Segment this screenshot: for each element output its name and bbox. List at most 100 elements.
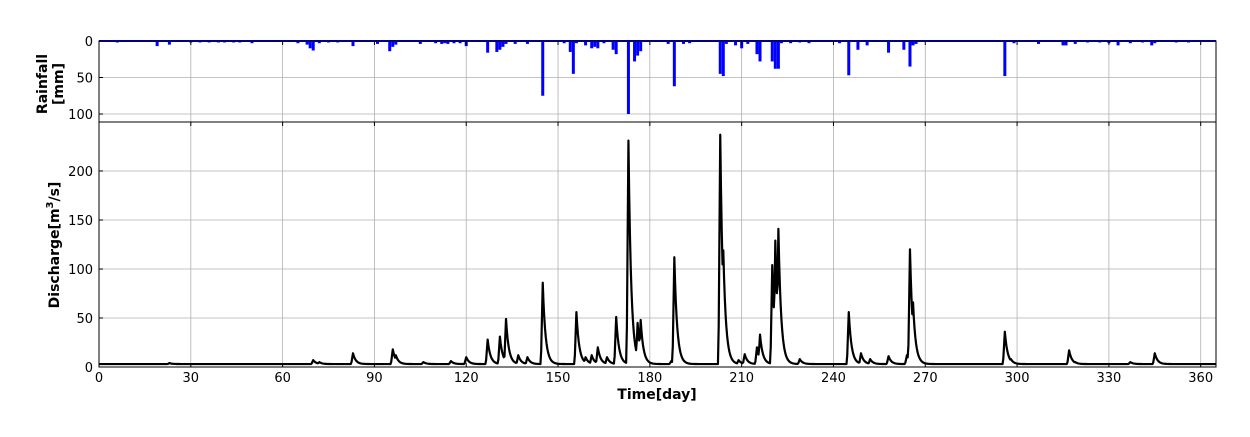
discharge-ticks: 0 30 60 90 120 150 180 210 240 270 300 330 360 0 50 100…	[68, 122, 1213, 386]
discharge-ylabel: Discharge[m3/s]	[45, 182, 63, 309]
rainfall-bar	[755, 41, 759, 55]
rainfall-bar	[391, 41, 395, 47]
rainfall-bar	[865, 41, 869, 46]
rainfall-bar	[887, 41, 891, 53]
rainfall-bar	[446, 41, 450, 44]
rainfall-bar	[688, 41, 692, 44]
rainfall-bar	[770, 41, 774, 62]
rainfall-bar	[216, 41, 220, 43]
rainfall-bar	[856, 41, 860, 50]
rainfall-bar	[525, 41, 529, 44]
rainfall-bar	[776, 41, 780, 69]
rainfall-bar	[513, 41, 517, 44]
rainfall-bar	[807, 41, 811, 44]
discharge-xtick-label: 90	[366, 371, 383, 386]
rainfall-bar	[501, 41, 505, 47]
rainfall-bar	[207, 41, 211, 43]
rainfall-bar	[789, 41, 793, 44]
rainfall-bar	[746, 41, 750, 44]
rainfall-bar	[1085, 41, 1089, 43]
rainfall-bar	[155, 41, 159, 47]
rainfall-bar	[1012, 41, 1016, 44]
discharge-xtick-label: 180	[637, 371, 662, 386]
rainfall-ytick-label: 50	[76, 72, 93, 87]
discharge-grid	[98, 122, 1216, 367]
rainfall-bar	[443, 41, 447, 44]
rainfall-bar	[1128, 41, 1132, 44]
rainfall-bar	[327, 41, 331, 43]
rainfall-bar	[602, 41, 606, 44]
rainfall-bar	[311, 41, 315, 51]
rainfall-bar	[911, 41, 915, 46]
rainfall-bar	[305, 41, 309, 45]
rainfall-bar	[718, 41, 722, 74]
rainfall-bar	[394, 41, 398, 45]
rainfall-bar	[571, 41, 575, 74]
rainfall-bar	[626, 41, 630, 114]
rainfall-ylabel-line2: [mm]	[51, 63, 67, 105]
rainfall-bar	[773, 41, 777, 69]
discharge-xtick-label: 0	[95, 371, 103, 386]
rainfall-bar	[1003, 41, 1007, 77]
rainfall-bar	[666, 41, 670, 44]
discharge-xtick-label: 360	[1188, 371, 1213, 386]
rainfall-bar	[758, 41, 762, 62]
rainfall-bar	[1037, 41, 1041, 44]
rainfall-ytick-label: 0	[85, 35, 93, 50]
rainfall-bar	[633, 41, 637, 62]
discharge-ylabel-tail: /s]	[47, 182, 63, 202]
rainfall-bar	[914, 41, 918, 44]
rainfall-bar	[584, 41, 588, 46]
rainfall-bar	[1174, 41, 1178, 43]
discharge-xtick-label: 120	[454, 371, 479, 386]
discharge-xtick-label: 240	[821, 371, 846, 386]
rainfall-ticks: 0 50 100	[68, 35, 1202, 123]
rainfall-bar	[1153, 41, 1157, 44]
rainfall-bar	[636, 41, 640, 56]
rainfall-bar	[198, 41, 202, 43]
rainfall-bar	[1141, 41, 1145, 43]
rainfall-bar	[498, 41, 502, 50]
rainfall-bar	[838, 41, 842, 44]
rainfall-bar	[296, 41, 300, 44]
rainfall-ytick-label: 100	[68, 108, 93, 123]
rainfall-bar	[614, 41, 618, 55]
rainfall-plot-frame	[98, 40, 1217, 123]
discharge-ytick-label: 200	[68, 165, 93, 180]
discharge-xtick-label: 30	[183, 371, 200, 386]
discharge-xlabel: Time[day]	[617, 387, 696, 403]
rainfall-bar	[734, 41, 738, 46]
discharge-plot-frame	[98, 121, 1217, 368]
discharge-xtick-label: 60	[274, 371, 291, 386]
rainfall-bar	[458, 41, 462, 44]
rainfall-bar	[596, 41, 600, 49]
rainfall-bar	[672, 41, 676, 87]
discharge-ytick-label: 0	[85, 361, 93, 376]
rainfall-bar	[590, 41, 594, 49]
rainfall-panel: 0 50 100 Rainfall [mm]	[35, 35, 1217, 123]
discharge-xtick-label: 330	[1096, 371, 1121, 386]
rainfall-bar	[504, 41, 508, 44]
rainfall-bar	[541, 41, 545, 96]
discharge-xtick-label: 270	[913, 371, 938, 386]
rainfall-bar	[308, 41, 312, 49]
rainfall-bar	[167, 41, 171, 45]
discharge-xtick-label: 300	[1005, 371, 1030, 386]
rainfall-bar	[798, 41, 802, 43]
rainfall-bar	[238, 41, 242, 43]
rainfall-bar	[495, 41, 499, 52]
rainfall-bar	[115, 41, 119, 43]
rainfall-bar	[562, 41, 566, 44]
rainfall-bar	[486, 41, 490, 53]
rainfall-bar	[902, 41, 906, 50]
rainfall-bar	[1061, 41, 1065, 46]
rainfall-bar	[593, 41, 597, 47]
discharge-ylabel-superscript: 3	[45, 201, 56, 208]
discharge-ytick-label: 100	[68, 263, 93, 278]
rainfall-bar	[351, 41, 355, 47]
discharge-panel: 0 30 60 90 120 150 180 210 240 270 300 330 360 0 50 100…	[45, 121, 1217, 403]
rainfall-grid	[98, 40, 1216, 122]
rainfall-bar	[317, 41, 321, 44]
rainfall-bar	[418, 41, 422, 44]
